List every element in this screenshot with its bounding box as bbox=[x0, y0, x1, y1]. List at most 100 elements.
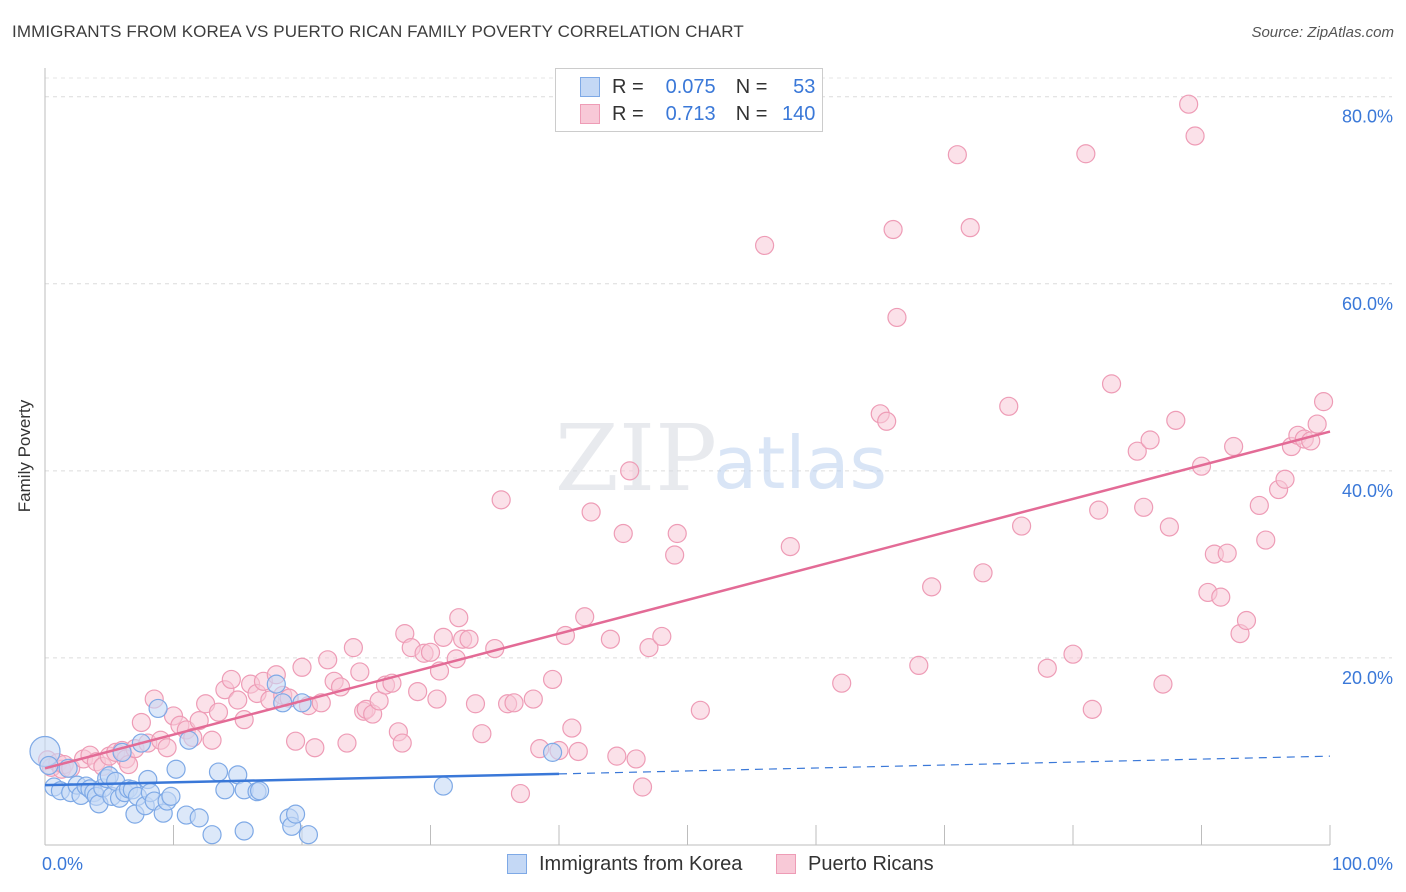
pr-point bbox=[408, 681, 428, 702]
pr-point bbox=[575, 607, 595, 627]
pr-point bbox=[877, 411, 897, 431]
pr-point bbox=[887, 307, 907, 328]
pr-trend-line bbox=[44, 430, 1331, 770]
pr-point bbox=[1134, 497, 1154, 517]
pr-point bbox=[1313, 392, 1334, 412]
pr-point bbox=[626, 749, 646, 769]
pr-point bbox=[542, 669, 563, 690]
y-tick-label: 60.0% bbox=[1342, 294, 1393, 314]
korea-point bbox=[234, 821, 254, 841]
korea-swatch-icon bbox=[580, 77, 600, 97]
pr-point bbox=[667, 523, 687, 544]
pr-point bbox=[433, 627, 453, 647]
watermark-zip: ZIP bbox=[555, 405, 717, 512]
pr-point bbox=[568, 741, 588, 762]
trend-lines bbox=[44, 430, 1331, 787]
korea-point bbox=[285, 804, 306, 824]
pr-point bbox=[652, 626, 672, 647]
axis-layer: 20.0% 40.0% 60.0% 80.0% 0.0% 100.0% bbox=[42, 68, 1393, 874]
pr-point bbox=[420, 642, 441, 662]
y-tick-label: 20.0% bbox=[1342, 668, 1393, 688]
pr-point bbox=[504, 693, 524, 713]
y-tick-label: 40.0% bbox=[1342, 481, 1393, 501]
chart-title: IMMIGRANTS FROM KOREA VS PUERTO RICAN FA… bbox=[12, 22, 744, 41]
pr-point bbox=[228, 690, 248, 710]
pr-point bbox=[305, 738, 325, 758]
pr-point bbox=[343, 638, 363, 658]
pr-point bbox=[1307, 414, 1327, 434]
pr-point bbox=[883, 219, 903, 240]
pr-point bbox=[960, 218, 980, 238]
pr-point bbox=[1089, 500, 1109, 520]
legend-r-value: 0.713 bbox=[665, 102, 716, 125]
pr-point bbox=[1211, 587, 1231, 607]
pr-point bbox=[157, 738, 177, 758]
legend-r-label: R = bbox=[612, 75, 644, 98]
pr-point bbox=[202, 730, 222, 750]
pr-point bbox=[1249, 495, 1269, 516]
pr-point bbox=[1011, 516, 1032, 536]
pr-point bbox=[922, 577, 942, 597]
grid-layer bbox=[45, 77, 1392, 659]
pr-point bbox=[973, 563, 993, 583]
pr-point bbox=[350, 662, 370, 682]
pr-point bbox=[1076, 144, 1096, 164]
korea-point bbox=[542, 742, 563, 762]
legend-row-pr: R = 0.713 N = 140 bbox=[580, 101, 815, 127]
pr-point bbox=[620, 461, 640, 481]
pr-point bbox=[1082, 699, 1102, 719]
pr-point bbox=[1153, 674, 1173, 694]
pr-point bbox=[600, 629, 621, 649]
korea-point bbox=[433, 776, 453, 796]
korea-legend-label: Immigrants from Korea bbox=[539, 852, 743, 875]
legend-n-label: N = bbox=[735, 75, 768, 98]
legend-r-value: 0.075 bbox=[665, 75, 716, 98]
stats-legend: R = 0.075 N = 53 R = 0.713 N = 140 bbox=[555, 68, 823, 132]
legend-n-value: 53 bbox=[793, 75, 816, 98]
y-axis-label: Family Poverty bbox=[15, 399, 34, 512]
pr-point bbox=[465, 694, 486, 714]
korea-point bbox=[208, 762, 229, 782]
pr-point bbox=[1224, 436, 1244, 457]
pr-point bbox=[1101, 374, 1122, 394]
korea-trend-line bbox=[44, 772, 560, 787]
pr-point bbox=[427, 689, 447, 709]
korea-point bbox=[273, 693, 293, 713]
korea-point bbox=[215, 780, 235, 800]
pr-point bbox=[639, 638, 659, 658]
bottom-legend-korea: Immigrants from Korea bbox=[507, 850, 742, 878]
pr-point bbox=[1179, 94, 1199, 114]
legend-n-value: 140 bbox=[782, 102, 816, 125]
pr-point bbox=[607, 746, 627, 766]
pr-point bbox=[1140, 430, 1160, 450]
x-tick-label: 0.0% bbox=[42, 854, 83, 874]
pr-point bbox=[690, 700, 710, 720]
watermark-atlas: atlas bbox=[713, 421, 887, 505]
pr-point bbox=[208, 702, 229, 722]
pr-point bbox=[523, 689, 543, 709]
pr-point bbox=[1063, 644, 1083, 664]
korea-trend-extension bbox=[558, 755, 1331, 775]
korea-legend-swatch-icon bbox=[507, 854, 527, 874]
pr-point bbox=[449, 608, 469, 628]
source-label: Source: ZipAtlas.com bbox=[1251, 24, 1394, 41]
pr-point bbox=[999, 396, 1019, 416]
legend-row-korea: R = 0.075 N = 53 bbox=[580, 74, 815, 100]
watermark: ZIP atlas bbox=[555, 405, 887, 512]
korea-point bbox=[148, 698, 168, 719]
pr-point bbox=[562, 718, 582, 738]
pr-legend-label: Puerto Ricans bbox=[808, 852, 934, 875]
korea-point bbox=[266, 674, 286, 694]
pr-point bbox=[131, 712, 151, 733]
korea-point bbox=[189, 808, 209, 828]
pr-point bbox=[1185, 126, 1205, 146]
pr-point bbox=[221, 669, 241, 690]
pr-point bbox=[392, 733, 412, 753]
pr-point bbox=[337, 733, 357, 753]
korea-point bbox=[298, 825, 319, 845]
pr-point bbox=[1217, 543, 1237, 563]
pr-point bbox=[780, 537, 800, 557]
pr-point bbox=[909, 655, 929, 676]
x-tick-label: 100.0% bbox=[1332, 854, 1393, 874]
